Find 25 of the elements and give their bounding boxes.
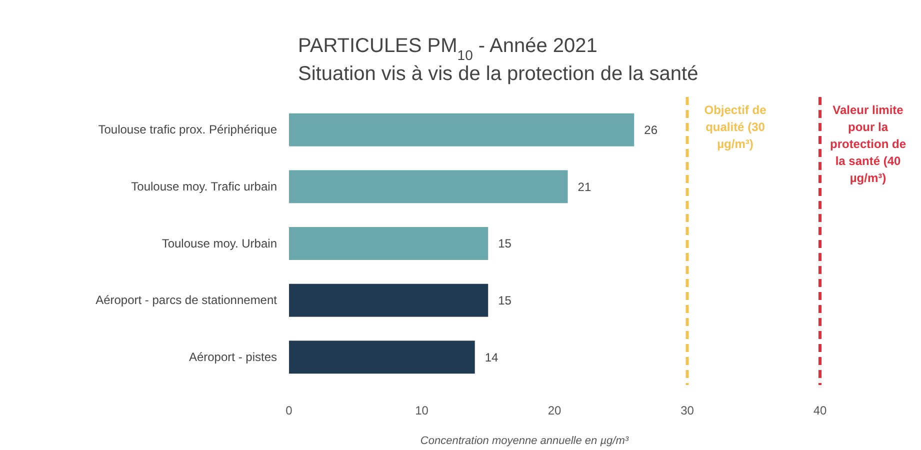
y-tick-label: Aéroport - parcs de stationnement <box>96 293 278 308</box>
x-axis-title: Concentration moyenne annuelle en µg/m³ <box>420 435 629 447</box>
bar <box>289 113 634 146</box>
x-tick-label: 10 <box>415 404 429 418</box>
bar <box>289 170 568 204</box>
x-tick-label: 40 <box>813 404 827 418</box>
y-tick-label: Toulouse trafic prox. Périphérique <box>98 122 278 137</box>
data-label: 15 <box>498 236 512 251</box>
y-tick-label: Aéroport - pistes <box>188 350 277 364</box>
x-tick-label: 30 <box>680 404 694 418</box>
y-tick-label: Toulouse moy. Urbain <box>162 236 277 250</box>
data-label: 15 <box>498 294 512 308</box>
chart-subtitle: Situation vis à vis de la protection de la santé <box>298 63 698 85</box>
data-label: 21 <box>578 180 592 194</box>
y-tick-label: Toulouse moy. Trafic urbain <box>131 180 277 194</box>
bar <box>289 340 475 374</box>
x-tick-label: 0 <box>286 404 293 418</box>
ref-line-label: Objectif de qualité (30 µg/m³) <box>704 103 767 151</box>
ref-line-label: Valeur limite pour la protection de la santé (40 µg/m³) <box>830 103 906 185</box>
chart-title: PARTICULES PM$_{10}$ - Année 2021 <box>298 35 598 63</box>
x-tick-label: 20 <box>548 404 562 418</box>
data-label: 14 <box>484 350 499 364</box>
bar <box>289 227 488 260</box>
data-label: 26 <box>644 123 658 138</box>
bar <box>289 284 488 317</box>
